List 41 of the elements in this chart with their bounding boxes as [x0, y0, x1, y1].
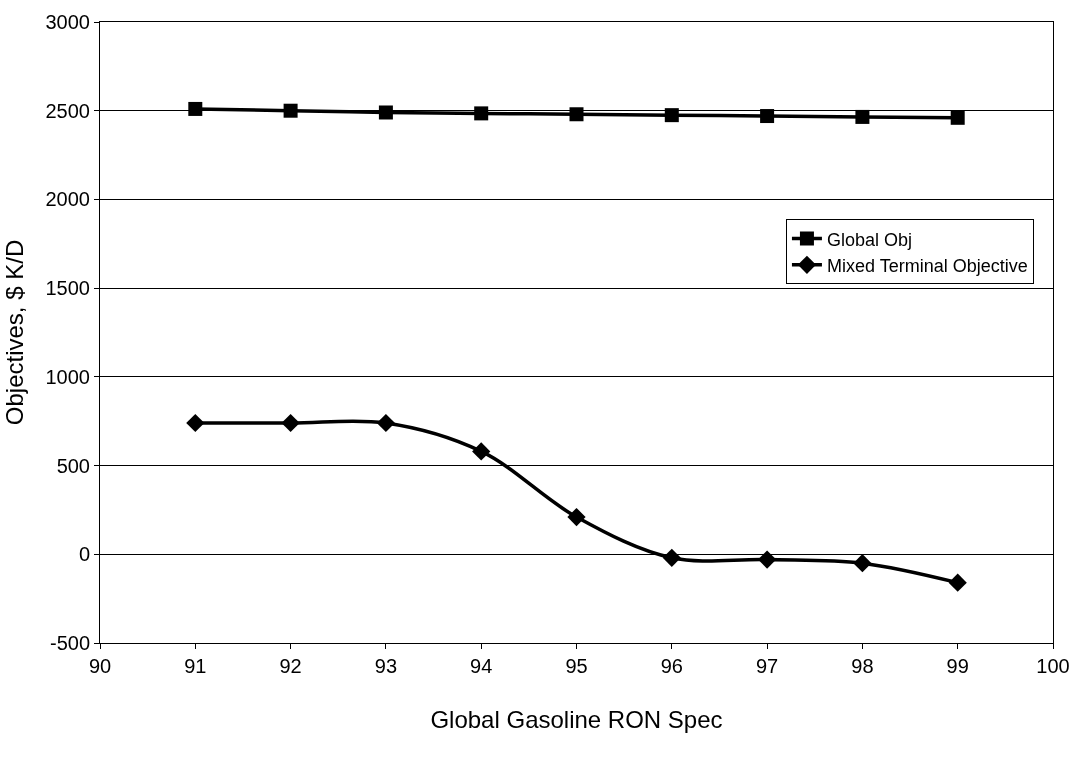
point [378, 105, 393, 120]
legend-label: Global Obj [826, 229, 912, 250]
point [855, 109, 870, 124]
y-tick-label: 1000 [45, 365, 90, 388]
point [283, 103, 298, 118]
y-tick-label: 2000 [45, 188, 90, 211]
point [664, 108, 679, 123]
y-tick-label: 3000 [45, 11, 90, 33]
point [662, 548, 681, 567]
y-tick-label: -500 [49, 632, 90, 654]
x-tick-label: 96 [660, 655, 683, 677]
point [950, 110, 965, 125]
x-axis-title: Global Gasoline RON Spec [430, 706, 723, 734]
point [569, 107, 584, 122]
x-tick-label: 97 [755, 655, 779, 677]
point [281, 413, 300, 433]
point [567, 507, 586, 527]
y-tick-label: 1500 [45, 277, 90, 300]
point [472, 442, 491, 461]
x-tick-label: 99 [946, 655, 969, 677]
point [188, 101, 203, 116]
x-tick-label: 91 [184, 655, 207, 677]
y-tick-label: 500 [56, 454, 90, 477]
x-tick-label: 98 [851, 655, 874, 677]
point [948, 573, 967, 592]
x-tick-label: 100 [1036, 655, 1070, 677]
point [474, 106, 489, 121]
x-tick-label: 93 [374, 655, 398, 677]
x-tick-label: 94 [470, 655, 493, 677]
point [376, 413, 395, 433]
point [760, 109, 775, 124]
legend-label: Mixed Terminal Objective [826, 255, 1028, 276]
y-tick-label: 2500 [45, 99, 90, 122]
point [186, 413, 205, 433]
x-tick-label: 90 [88, 655, 112, 677]
x-tick-label: 92 [279, 655, 302, 677]
y-tick-label: 0 [78, 543, 90, 566]
point [853, 554, 872, 573]
x-tick-label: 95 [565, 655, 588, 677]
point [758, 550, 777, 569]
y-axis-title: Objectives, $ K/D [0, 239, 28, 426]
